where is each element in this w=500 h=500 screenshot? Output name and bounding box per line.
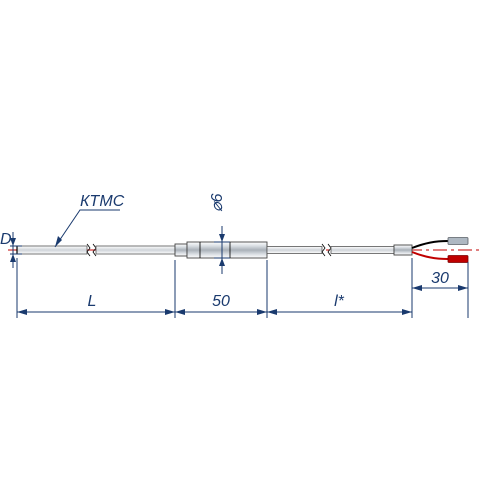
label-lstar: l* [334,293,345,310]
ferrule-top [448,238,468,245]
thermocouple-drawing: D КТМС ⌀6 L 50 l* [0,0,500,500]
label-50: 50 [212,293,230,310]
dim-lstar: l* [267,293,412,315]
probe-ktmc [17,244,175,256]
label-dia6: ⌀6 [209,193,226,212]
dim-dia6: ⌀6 [209,193,230,274]
label-L: L [88,293,97,310]
label-30: 30 [431,270,449,287]
dim-50: 50 [175,293,267,315]
cable [267,244,412,256]
label-ktmc: КТМС [80,193,125,210]
ferrule-bottom [448,256,468,263]
leader-ktmc: КТМС [55,193,125,247]
dim-L: L [17,293,175,315]
sleeve [175,242,267,258]
dim-30: 30 [412,262,468,294]
label-D: D [0,231,12,248]
